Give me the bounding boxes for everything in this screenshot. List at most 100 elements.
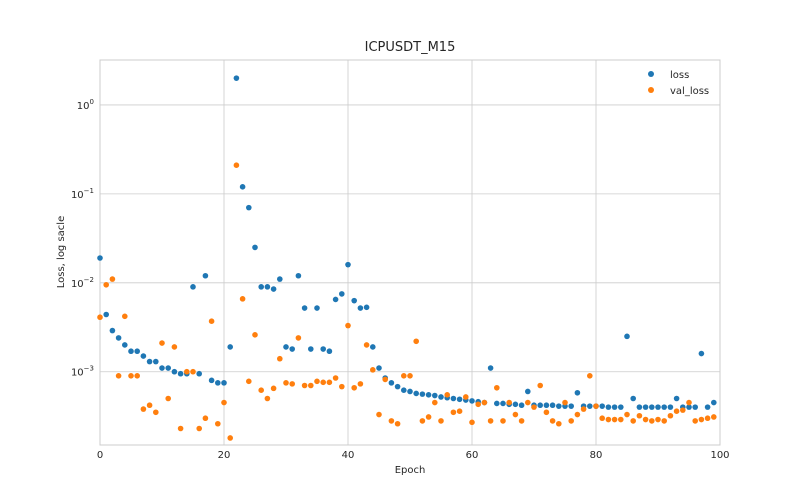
legend: loss val_loss [648, 70, 709, 97]
loss-point [109, 327, 116, 334]
loss-point [494, 400, 500, 407]
x-tick-label: 80 [590, 450, 603, 461]
val_loss-point [562, 399, 568, 406]
x-tick-label: 60 [466, 450, 479, 461]
val_loss-point [549, 418, 556, 424]
loss-point [357, 305, 364, 311]
loss-point [704, 404, 711, 410]
loss-point [208, 377, 215, 384]
val_loss-point [568, 418, 574, 424]
val_loss-point [277, 355, 283, 362]
loss-point [376, 365, 382, 371]
val_loss-point [692, 418, 698, 424]
val_loss-point [711, 414, 717, 420]
val_loss-point [252, 332, 258, 338]
val_loss-point [339, 383, 345, 390]
loss-point [655, 404, 661, 410]
loss-point [190, 284, 196, 290]
val_loss-point [494, 384, 500, 391]
val_loss-point [227, 435, 233, 441]
val_loss-point [475, 401, 482, 408]
val_loss-point [642, 416, 649, 423]
val_loss-point [419, 418, 426, 424]
loss-point [407, 388, 413, 395]
loss-point [140, 353, 147, 359]
loss-point [153, 358, 159, 365]
loss-point [556, 403, 562, 409]
loss-point [587, 403, 593, 409]
data-points [97, 75, 717, 441]
val_loss-point [301, 382, 308, 389]
loss-point [711, 399, 717, 406]
y-tick-label: 10−1 [71, 187, 94, 201]
val_loss-point [190, 368, 196, 375]
loss-point [673, 395, 680, 402]
loss-point [363, 304, 370, 311]
val_loss-point [661, 418, 667, 424]
val_loss-point [345, 322, 351, 329]
val_loss-point [153, 409, 159, 416]
loss-point [345, 261, 351, 268]
loss-point [686, 404, 692, 410]
val_loss-point [593, 403, 599, 409]
legend-label-val_loss: val_loss [670, 86, 709, 97]
loss-point [388, 380, 395, 386]
val_loss-point [587, 373, 593, 379]
loss-point [698, 350, 705, 357]
val_loss-point [698, 416, 705, 423]
loss-point [394, 383, 401, 390]
val_loss-point [177, 425, 184, 432]
val_loss-point [487, 418, 494, 424]
x-tick-label: 40 [342, 450, 355, 461]
val_loss-point [704, 415, 711, 422]
tick-labels: 0 20 40 60 80 100 10−3 10−2 10−1 100 [71, 98, 730, 461]
val_loss-point [624, 411, 630, 418]
val_loss-point [630, 418, 636, 424]
val_loss-point [376, 411, 382, 418]
loss-point [512, 401, 519, 408]
loss-point [438, 394, 444, 400]
y-tick-label: 10−3 [71, 365, 94, 379]
val_loss-point [320, 379, 327, 386]
val_loss-point [97, 314, 103, 321]
val_loss-point [289, 381, 296, 387]
val_loss-point [128, 373, 134, 379]
val_loss-point [388, 418, 395, 424]
loss-point [500, 400, 506, 407]
val_loss-point [283, 380, 289, 386]
loss-point [134, 348, 140, 355]
loss-point [618, 404, 624, 410]
val_loss-point [270, 385, 277, 392]
loss-point [642, 404, 649, 410]
loss-point [599, 403, 605, 409]
loss-point [177, 370, 184, 377]
val_loss-point [444, 392, 451, 398]
val_loss-point [432, 399, 438, 406]
loss-point [692, 404, 698, 410]
val_loss-point [264, 395, 271, 402]
val_loss-point [618, 416, 624, 423]
val_loss-point [363, 342, 370, 348]
y-axis-label: Loss, log sacle [56, 216, 67, 288]
loss-point [289, 346, 296, 352]
val_loss-point [574, 411, 581, 418]
val_loss-point [134, 373, 140, 379]
loss-point [419, 391, 426, 397]
loss-point [326, 348, 333, 355]
val_loss-point [605, 416, 612, 423]
val_loss-point [202, 415, 209, 422]
loss-point [320, 346, 327, 352]
val_loss-point [246, 378, 252, 385]
val_loss-point [413, 338, 420, 345]
loss-point [97, 255, 103, 261]
loss-point [159, 365, 165, 371]
loss-point [456, 396, 463, 403]
loss-point [339, 291, 345, 297]
val_loss-point [196, 425, 202, 432]
val_loss-point [469, 419, 475, 426]
val_loss-point [667, 412, 674, 419]
val_loss-point [556, 420, 562, 427]
loss-point [252, 244, 258, 251]
val_loss-point [611, 416, 618, 423]
val_loss-point [407, 373, 413, 379]
